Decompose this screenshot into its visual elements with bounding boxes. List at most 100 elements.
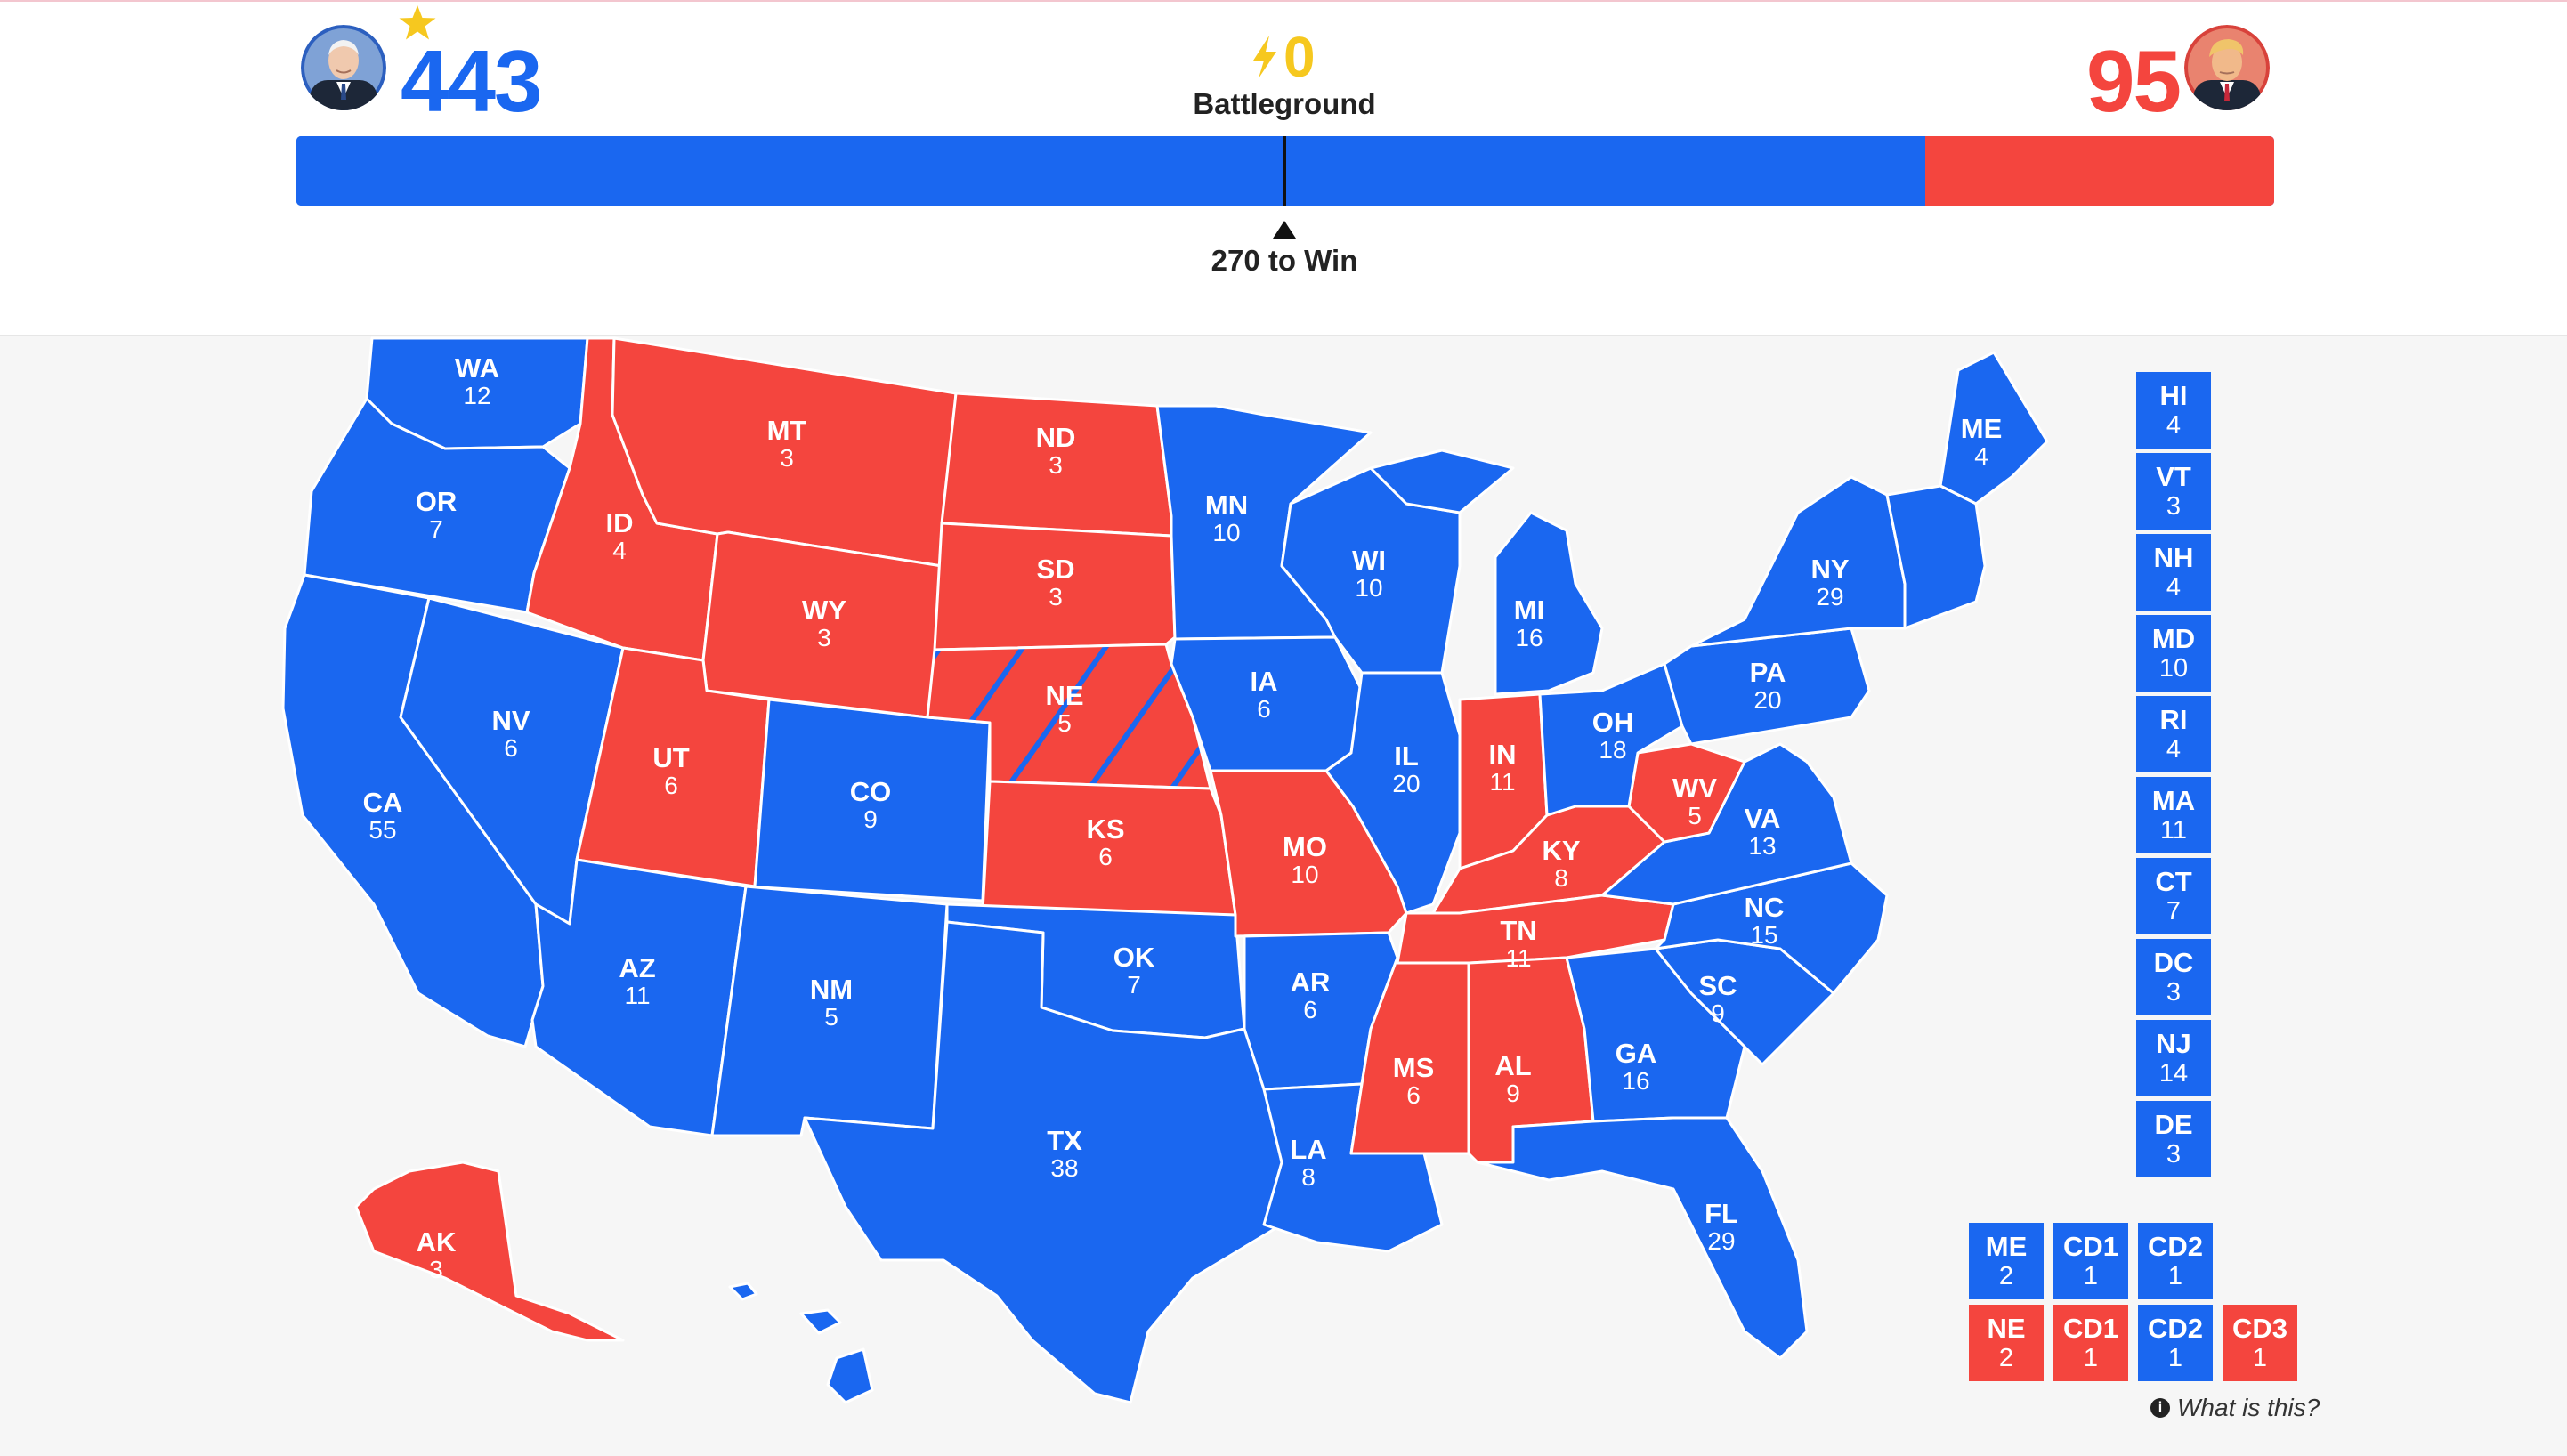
state-label-AL: AL <box>1494 1050 1531 1081</box>
small-state-votes: 4 <box>2166 411 2182 441</box>
small-state-abbr: DE <box>2154 1108 2193 1140</box>
state-votes-PA: 20 <box>1753 686 1781 714</box>
state-label-MI: MI <box>1514 595 1544 626</box>
small-state-abbr: MA <box>2151 784 2196 816</box>
state-votes-VA: 13 <box>1748 832 1776 860</box>
state-votes-IN: 11 <box>1489 768 1515 796</box>
small-state-abbr: NJ <box>2156 1027 2191 1059</box>
what-is-this-link[interactable]: i What is this? <box>2150 1394 2320 1422</box>
state-label-OR: OR <box>416 486 458 517</box>
small-state-MD[interactable]: MD 10 <box>2136 615 2211 692</box>
state-label-KS: KS <box>1086 813 1124 845</box>
maine-district-cd2[interactable]: CD2 1 <box>2138 1223 2213 1299</box>
state-votes-ID: 4 <box>612 537 627 564</box>
state-votes-KS: 6 <box>1098 843 1113 870</box>
state-OH[interactable] <box>1538 662 1684 817</box>
candidate-portrait-rep-icon <box>2184 25 2270 110</box>
state-votes-MO: 10 <box>1291 861 1318 888</box>
small-state-votes: 3 <box>2166 978 2182 1007</box>
district-votes: 2 <box>1998 1262 2014 1291</box>
nebraska-district-ne[interactable]: NE 2 <box>1969 1305 2044 1381</box>
district-votes: 1 <box>2083 1344 2099 1373</box>
state-votes-MT: 3 <box>780 444 794 472</box>
small-state-MA[interactable]: MA 11 <box>2136 777 2211 853</box>
state-label-SD: SD <box>1036 554 1074 585</box>
state-votes-NM: 5 <box>824 1003 838 1031</box>
district-votes: 1 <box>2252 1344 2268 1373</box>
small-state-NJ[interactable]: NJ 14 <box>2136 1020 2211 1096</box>
state-votes-FL: 29 <box>1707 1227 1735 1255</box>
state-votes-MI: 16 <box>1515 624 1543 651</box>
electoral-map: WA12OR7CA55NV6ID4MT3WY3UT6AZ11CO9NM5ND3S… <box>281 336 2049 1404</box>
state-label-SC: SC <box>1698 970 1737 1001</box>
state-votes-WA: 12 <box>463 382 490 409</box>
state-label-NY: NY <box>1810 554 1849 585</box>
small-state-abbr: DC <box>2153 946 2194 978</box>
state-label-NM: NM <box>810 974 853 1005</box>
small-state-votes: 3 <box>2166 492 2182 522</box>
nebraska-district-cd1[interactable]: CD1 1 <box>2053 1305 2128 1381</box>
state-label-MN: MN <box>1205 489 1248 521</box>
small-state-VT[interactable]: VT 3 <box>2136 453 2211 530</box>
state-votes-SD: 3 <box>1049 583 1063 611</box>
state-votes-NY: 29 <box>1816 583 1843 611</box>
state-label-WI: WI <box>1352 545 1386 576</box>
state-label-IN: IN <box>1489 739 1517 770</box>
district-votes: 2 <box>1998 1344 2014 1373</box>
state-label-LA: LA <box>1290 1134 1326 1165</box>
state-votes-OR: 7 <box>429 515 443 543</box>
district-abbr: CD2 <box>2147 1312 2203 1344</box>
state-label-UT: UT <box>652 742 689 773</box>
what-is-this-label: What is this? <box>2177 1394 2320 1421</box>
state-votes-TN: 11 <box>1505 944 1531 972</box>
win-threshold-line <box>1284 136 1286 206</box>
state-NY[interactable] <box>1689 475 1907 648</box>
maine-district-me[interactable]: ME 2 <box>1969 1223 2044 1299</box>
district-votes: 1 <box>2083 1262 2099 1291</box>
nebraska-district-cd3[interactable]: CD3 1 <box>2223 1305 2297 1381</box>
state-votes-ME: 4 <box>1974 442 1988 470</box>
dem-bar-segment <box>296 136 1925 206</box>
state-label-TN: TN <box>1500 915 1536 946</box>
state-label-AZ: AZ <box>619 952 655 983</box>
state-HI[interactable] <box>728 1282 874 1404</box>
state-label-MO: MO <box>1283 831 1327 862</box>
state-AK[interactable] <box>354 1161 625 1342</box>
state-label-KY: KY <box>1542 835 1580 866</box>
small-state-DC[interactable]: DC 3 <box>2136 939 2211 1015</box>
nebraska-district-cd2[interactable]: CD2 1 <box>2138 1305 2213 1381</box>
rep-candidate-avatar[interactable] <box>2184 25 2270 110</box>
state-votes-NE: 5 <box>1057 709 1072 737</box>
small-state-votes: 3 <box>2166 1140 2182 1169</box>
battleground-votes: 0 <box>1284 25 1316 89</box>
small-state-NH[interactable]: NH 4 <box>2136 534 2211 611</box>
state-SD[interactable] <box>933 522 1177 651</box>
state-label-WV: WV <box>1672 772 1717 804</box>
state-label-MT: MT <box>767 415 807 446</box>
state-votes-KY: 8 <box>1554 864 1568 892</box>
small-state-votes: 4 <box>2166 735 2182 764</box>
state-votes-NV: 6 <box>504 734 518 762</box>
state-MI[interactable] <box>1369 449 1604 696</box>
small-state-RI[interactable]: RI 4 <box>2136 696 2211 772</box>
state-label-NE: NE <box>1045 680 1083 711</box>
state-label-PA: PA <box>1750 657 1786 688</box>
district-abbr: CD3 <box>2231 1312 2288 1344</box>
district-abbr: CD2 <box>2147 1230 2203 1262</box>
small-state-DE[interactable]: DE 3 <box>2136 1101 2211 1177</box>
dem-candidate-avatar[interactable] <box>301 25 386 110</box>
triangle-up-icon <box>1273 221 1296 239</box>
state-NE-region[interactable] <box>1885 484 1987 630</box>
state-label-FL: FL <box>1705 1198 1738 1229</box>
state-TX[interactable] <box>803 920 1284 1404</box>
state-votes-CA: 55 <box>368 816 396 844</box>
district-abbr: CD1 <box>2062 1230 2118 1262</box>
state-votes-MS: 6 <box>1406 1081 1421 1109</box>
state-FL[interactable] <box>1476 1116 1809 1360</box>
small-state-votes: 14 <box>2158 1059 2189 1088</box>
small-state-CT[interactable]: CT 7 <box>2136 858 2211 934</box>
state-label-ME: ME <box>1961 413 2003 444</box>
small-state-abbr: CT <box>2155 865 2192 897</box>
small-state-HI[interactable]: HI 4 <box>2136 372 2211 449</box>
maine-district-cd1[interactable]: CD1 1 <box>2053 1223 2128 1299</box>
